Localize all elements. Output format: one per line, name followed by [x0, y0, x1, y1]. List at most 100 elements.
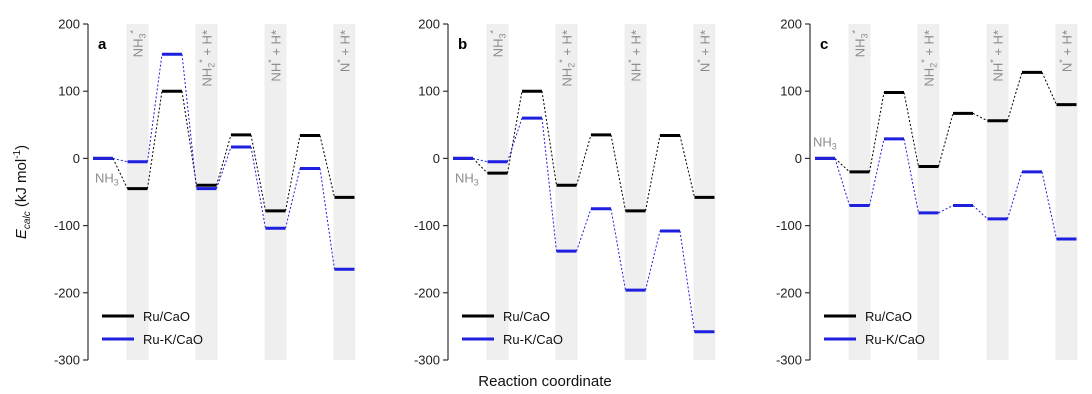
series-connector	[972, 112, 988, 122]
panels: -300 -200 -100 0 100 200 a NH3* NH2* + H* NH* + H…	[54, 17, 1078, 368]
legend-label: Ru-K/CaO	[865, 332, 925, 347]
series-connector	[147, 91, 163, 189]
state-label: NH* + H*	[627, 30, 644, 82]
series-connector	[112, 158, 128, 189]
series-connector	[472, 157, 488, 163]
panel-letter: c	[820, 36, 828, 53]
y-tick-label: -200	[776, 285, 802, 300]
y-tick-label: -200	[54, 285, 80, 300]
legend-label: Ru/CaO	[865, 309, 912, 324]
series-connector	[472, 158, 488, 174]
y-tick-label: 100	[780, 84, 802, 99]
panel-letter: b	[458, 36, 467, 53]
state-label: N* + H*	[1058, 30, 1075, 72]
start-state-label: NH3	[813, 134, 837, 151]
series-connector	[319, 135, 335, 198]
y-tick-label: -300	[54, 353, 80, 368]
panel-b: -300 -200 -100 0 100 200 b NH3* NH2* + H* NH* + H…	[414, 17, 716, 368]
y-tick-label: 200	[418, 17, 440, 32]
y-tick-label: -200	[414, 285, 440, 300]
series-connector	[903, 138, 919, 213]
state-column-highlight	[126, 24, 149, 360]
series-connector	[834, 158, 850, 173]
series-connector	[507, 91, 523, 174]
series-connector	[216, 146, 232, 189]
series-connector	[250, 146, 266, 229]
state-label: NH* + H*	[989, 30, 1006, 82]
state-label: NH2* + H*	[558, 30, 577, 87]
state-label: NH3*	[851, 30, 870, 58]
state-label: N* + H*	[336, 30, 353, 72]
y-tick-label: -300	[776, 353, 802, 368]
y-tick-label: 100	[58, 84, 80, 99]
y-tick-label: -100	[414, 218, 440, 233]
legend-label: Ru-K/CaO	[503, 332, 563, 347]
series-connector	[938, 113, 954, 167]
series-connector	[1007, 171, 1023, 220]
series-connector	[576, 208, 592, 252]
state-label: NH2* + H*	[920, 30, 939, 87]
series-connector	[541, 118, 557, 252]
state-column-highlight	[264, 24, 287, 360]
series-connector	[972, 205, 988, 220]
series-connector	[645, 135, 661, 211]
series-connector	[679, 135, 695, 198]
state-column-highlight	[624, 24, 647, 360]
y-tick-label: -100	[54, 218, 80, 233]
series-connector	[610, 208, 626, 291]
start-state-label: NH3	[95, 170, 119, 187]
series-connector	[869, 138, 885, 206]
series-connector	[507, 117, 523, 162]
y-tick-label: -300	[414, 353, 440, 368]
legend-label: Ru/CaO	[503, 309, 550, 324]
series-connector	[216, 134, 232, 186]
series-connector	[576, 134, 592, 186]
legend: Ru/CaO Ru-K/CaO	[102, 309, 203, 347]
state-column-highlight	[555, 24, 578, 360]
state-label: N* + H*	[696, 30, 713, 72]
state-column-highlight	[1055, 24, 1078, 360]
y-tick-label: -100	[776, 218, 802, 233]
series-connector	[1041, 171, 1057, 240]
series-connector	[181, 54, 197, 189]
state-label: NH3*	[129, 30, 148, 58]
state-column-highlight	[986, 24, 1009, 360]
legend: Ru/CaO Ru-K/CaO	[462, 309, 563, 347]
series-connector	[869, 92, 885, 172]
series-connector	[250, 134, 266, 211]
panel-letter: a	[98, 36, 107, 53]
panel-c: -300 -200 -100 0 100 200 c NH3* NH2* + H* NH* + H…	[776, 17, 1078, 368]
state-column-highlight	[486, 24, 509, 360]
state-label: NH2* + H*	[198, 30, 217, 87]
series-connector	[285, 135, 301, 211]
y-tick-label: 0	[433, 151, 440, 166]
series-connector	[1007, 72, 1023, 121]
y-tick-label: 0	[795, 151, 802, 166]
state-column-highlight	[848, 24, 871, 360]
state-column-highlight	[195, 24, 218, 360]
x-axis-title: Reaction coordinate	[478, 373, 611, 390]
series-connector	[112, 157, 128, 163]
state-column-highlight	[917, 24, 940, 360]
series-connector	[903, 92, 919, 167]
state-column-highlight	[333, 24, 356, 360]
y-axis-title: Ecalc (kJ mol-1)	[12, 145, 33, 239]
series-connector	[834, 158, 850, 206]
series-connector	[1041, 72, 1057, 105]
series-connector	[938, 204, 954, 214]
y-tick-label: 200	[58, 17, 80, 32]
series-connector	[679, 230, 695, 332]
series-connector	[645, 230, 661, 291]
start-state-label: NH3	[455, 170, 479, 187]
y-tick-label: 0	[73, 151, 80, 166]
panel-a: -300 -200 -100 0 100 200 a NH3* NH2* + H* NH* + H…	[54, 17, 356, 368]
y-tick-label: 100	[418, 84, 440, 99]
series-connector	[610, 134, 626, 211]
legend: Ru/CaO Ru-K/CaO	[824, 309, 925, 347]
state-column-highlight	[693, 24, 716, 360]
state-label: NH3*	[489, 30, 508, 58]
legend-label: Ru-K/CaO	[143, 332, 203, 347]
series-connector	[319, 168, 335, 270]
y-tick-label: 200	[780, 17, 802, 32]
